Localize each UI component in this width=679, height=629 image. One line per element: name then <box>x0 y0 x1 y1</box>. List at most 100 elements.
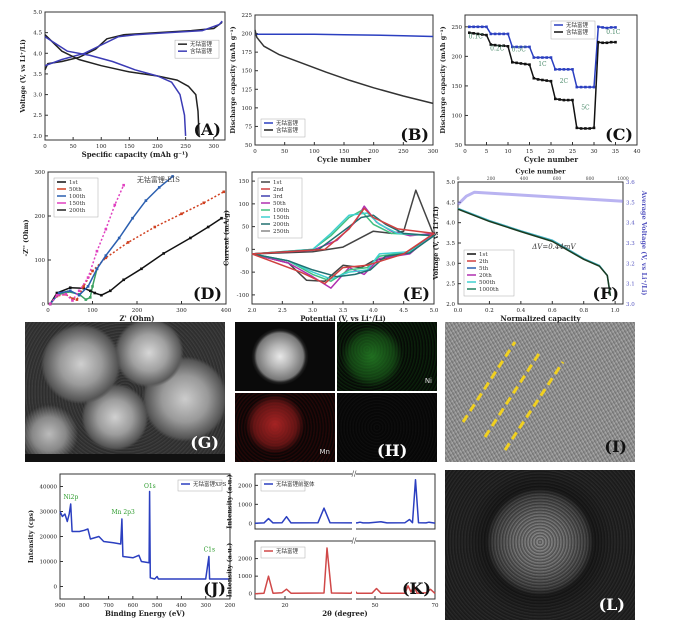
data-point <box>519 45 523 49</box>
data-point <box>588 127 591 130</box>
x-axis-label: Binding Energy (eV) <box>105 609 185 618</box>
x-tick-label: 0.8 <box>579 308 588 314</box>
x-tick-label: 30 <box>591 149 598 155</box>
x-tick-label: 100 <box>96 144 107 150</box>
data-point <box>566 98 570 102</box>
x-axis-label: Normalized capacity <box>500 314 581 323</box>
legend-label: 250th <box>273 229 290 235</box>
ni-label: Ni <box>424 377 432 385</box>
data-point <box>222 190 226 194</box>
rate-annotation: 0.1C <box>469 34 484 41</box>
x-tick-label: 2.5 <box>278 308 287 314</box>
y-tick-label: 100 <box>452 113 463 119</box>
chart-K2: 20 50 70 0 1000 2000 2θ (degree) Intensity (a.u… <box>226 540 439 618</box>
data-point <box>541 78 544 82</box>
data-point <box>144 199 148 202</box>
x-tick-label: 3.0 <box>308 308 317 314</box>
series-line <box>44 21 223 71</box>
plot-frame <box>59 473 231 600</box>
data-point <box>86 276 90 279</box>
y-tick-label: 1000 <box>238 502 252 508</box>
y-tick-label: 3.0 <box>33 93 42 99</box>
data-point <box>498 44 501 48</box>
data-point <box>506 45 510 48</box>
legend-label: 5th <box>479 266 489 272</box>
y-tick-label: 200 <box>242 32 253 38</box>
delta-v-annotation: ΔV=0.44mV <box>531 243 576 251</box>
data-point <box>536 56 540 59</box>
data-point <box>180 212 183 216</box>
data-point <box>545 79 548 82</box>
y2-tick-label: 3.5 <box>626 200 635 206</box>
legend-label: 150th <box>273 215 290 221</box>
series-line <box>255 33 434 38</box>
data-point <box>614 26 617 29</box>
data-point <box>131 216 134 220</box>
data-point <box>93 291 97 295</box>
y-tick-label: -100 <box>237 293 250 299</box>
data-point <box>122 183 125 187</box>
data-point <box>82 286 85 290</box>
y-tick-label: 150 <box>239 179 250 185</box>
data-point <box>609 40 613 44</box>
y-tick-label: 300 <box>35 170 46 176</box>
legend-label: 3rd <box>273 194 283 200</box>
legend-label: 含钴富锂 <box>276 126 299 134</box>
data-point <box>57 291 61 295</box>
data-point <box>532 76 536 80</box>
panel-label-g: (G) <box>190 433 219 452</box>
y-tick-label: 50 <box>245 143 252 149</box>
x-tick-label: 400 <box>221 308 232 314</box>
x-tick-label: 300 <box>176 308 187 314</box>
legend-label: 无钴富锂 <box>276 547 299 555</box>
rate-annotation: 5C <box>581 105 590 112</box>
sem-image-l: (L) <box>445 470 635 620</box>
data-point <box>588 85 591 89</box>
panel-label-i: (I) <box>604 437 627 456</box>
x-tick-label: 300 <box>209 144 220 150</box>
data-point <box>48 302 52 306</box>
y-tick-label: 3.5 <box>33 72 42 78</box>
data-point <box>549 79 553 83</box>
x2-tick-label: 400 <box>520 176 529 182</box>
eds-sem-quadrant <box>235 322 335 391</box>
panel-label: (B) <box>400 125 429 144</box>
x-tick-label: 4.0 <box>369 308 378 314</box>
data-point <box>109 289 112 293</box>
data-point <box>86 285 90 288</box>
y-tick-label: 0 <box>249 521 253 527</box>
legend-label: 含钴富锂 <box>190 47 213 55</box>
x-tick-label: 200 <box>132 308 143 314</box>
x-tick-label: 200 <box>368 149 379 155</box>
data-point <box>71 299 74 302</box>
data-point <box>597 25 600 29</box>
data-point <box>88 296 92 299</box>
data-point <box>549 56 553 59</box>
legend-label: 50th <box>273 201 286 207</box>
x-axis-label: Cycle number <box>524 155 578 164</box>
x2-tick-label: 0 <box>457 176 460 182</box>
chart-A: 0 50 100 150 200 250 300 2.0 2.5 3.0 3.5 4.0 4.5 5.0 S… <box>19 10 226 159</box>
legend-label: 200th <box>273 222 290 228</box>
y-tick-label: 4.0 <box>446 221 455 227</box>
data-point <box>162 252 165 255</box>
y-tick-label: 0 <box>246 247 250 253</box>
y-tick-label: 3.5 <box>446 241 455 247</box>
y-tick-label: 2000 <box>238 483 252 489</box>
data-point <box>68 286 72 290</box>
y-tick-label: 50 <box>455 143 462 149</box>
data-point <box>55 293 59 297</box>
legend-box <box>257 177 303 239</box>
hrtem-image-i: (I) <box>445 322 635 462</box>
x-tick-label: 0 <box>463 149 467 155</box>
x-tick-label: 250 <box>180 144 191 150</box>
axis-break <box>352 472 356 531</box>
y-tick-label: 250 <box>452 25 463 31</box>
y-tick-label: 150 <box>242 69 253 75</box>
data-point <box>202 201 206 205</box>
panel-label: (D) <box>193 284 222 303</box>
x-tick-label: 50 <box>70 144 77 150</box>
data-point <box>140 267 143 271</box>
x-tick-label: 900 <box>55 603 66 609</box>
data-point <box>117 236 121 240</box>
